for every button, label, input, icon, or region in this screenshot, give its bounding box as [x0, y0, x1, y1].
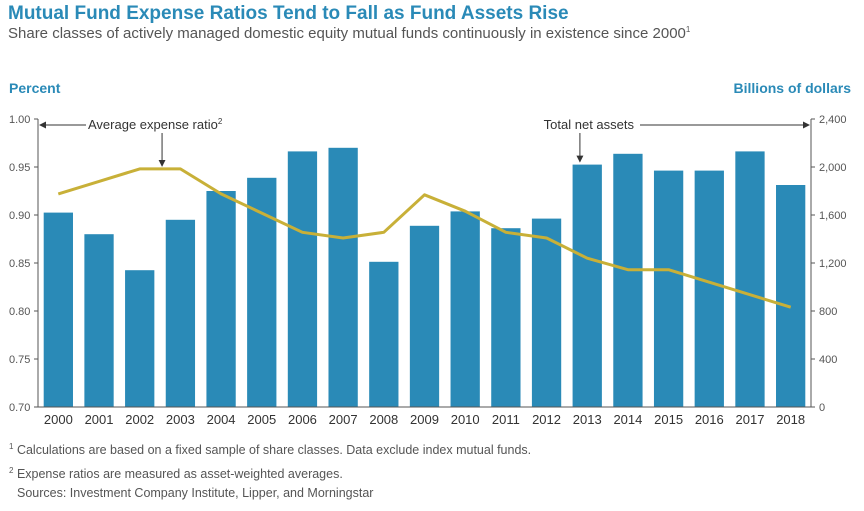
left-tick-label: 0.85	[9, 258, 30, 270]
x-tick-label-2005: 2005	[247, 412, 276, 427]
left-tick-label: 0.80	[9, 306, 30, 318]
left-tick-label: 0.75	[9, 354, 30, 366]
right-tick-label: 1,200	[819, 258, 847, 270]
x-tick-label-2015: 2015	[654, 412, 683, 427]
bar-2009	[409, 225, 440, 407]
right-tick-label: 0	[819, 402, 825, 414]
footnote-1-text: Calculations are based on a fixed sample…	[16, 443, 532, 458]
bar-2011	[491, 228, 521, 407]
footnote-2: 2 Expense ratios are measured as asset-w…	[9, 466, 343, 481]
bar-2008	[369, 261, 399, 407]
x-tick-label-2007: 2007	[329, 412, 358, 427]
bars-layer	[43, 147, 806, 408]
x-tick-label-2009: 2009	[410, 412, 439, 427]
bar-2004	[206, 191, 236, 407]
bar-2006	[287, 151, 318, 407]
bar-2007	[328, 147, 358, 408]
bar-2018	[776, 185, 806, 407]
bar-2010	[450, 211, 480, 407]
expense-ratio-annotation-sup: 2	[218, 117, 223, 126]
subtitle-footnote-marker: 1	[685, 25, 691, 34]
x-tick-label-2006: 2006	[288, 412, 317, 427]
footnote-1: 1 Calculations are based on a fixed samp…	[9, 442, 531, 457]
chart-title: Mutual Fund Expense Ratios Tend to Fall …	[8, 3, 569, 24]
combo-chart: 0.70 0.75 0.80 0.85 0.90 0.95 1.00 0 400 800 1,200…	[9, 114, 847, 427]
right-tick-label: 2,400	[819, 114, 847, 126]
x-tick-label-2008: 2008	[369, 412, 398, 427]
bar-2013	[572, 164, 602, 407]
sources-note: Sources: Investment Company Institute, L…	[17, 486, 374, 500]
annotations-layer: Average expense ratio2 Total net assets	[39, 117, 810, 167]
chart-subtitle: Share classes of actively managed domest…	[8, 25, 690, 42]
right-tick-label: 2,000	[819, 162, 847, 174]
bar-2000	[43, 212, 73, 407]
left-tick-label: 0.95	[9, 162, 30, 174]
right-tick-label: 400	[819, 354, 837, 366]
footnote-1-marker: 1	[9, 442, 14, 451]
bar-2016	[694, 170, 724, 407]
bar-2002	[125, 270, 155, 407]
expense-ratio-annotation: Average expense ratio2	[88, 117, 223, 132]
x-tick-label-2012: 2012	[532, 412, 561, 427]
bar-2001	[84, 234, 114, 407]
bar-2012	[531, 218, 562, 407]
x-tick-label-2003: 2003	[166, 412, 195, 427]
bar-2017	[735, 151, 765, 407]
x-tick-label-2001: 2001	[85, 412, 114, 427]
x-tick-label-2004: 2004	[207, 412, 236, 427]
right-tick-label: 800	[819, 306, 837, 318]
right-axis-title: Billions of dollars	[733, 80, 851, 96]
x-tick-label-2000: 2000	[44, 412, 73, 427]
right-tick-label: 1,600	[819, 210, 847, 222]
x-tick-label-2002: 2002	[125, 412, 154, 427]
x-tick-label-2018: 2018	[776, 412, 805, 427]
line-layer	[57, 167, 792, 309]
footnote-2-marker: 2	[9, 466, 14, 475]
bar-2015	[653, 170, 684, 407]
x-tick-label-2010: 2010	[451, 412, 480, 427]
x-tick-label-2013: 2013	[573, 412, 602, 427]
left-tick-label: 1.00	[9, 114, 30, 126]
bar-2014	[613, 153, 643, 407]
x-tick-label-2011: 2011	[492, 412, 520, 427]
left-tick-label: 0.70	[9, 402, 30, 414]
footnote-2-text: Expense ratios are measured as asset-wei…	[16, 467, 343, 482]
x-tick-label-2016: 2016	[695, 412, 724, 427]
chart-subtitle-text: Share classes of actively managed domest…	[8, 25, 686, 42]
bar-2003	[165, 219, 196, 407]
left-tick-label: 0.90	[9, 210, 30, 222]
left-axis-title: Percent	[9, 80, 61, 96]
x-tick-label-2017: 2017	[736, 412, 765, 427]
x-tick-label-2014: 2014	[613, 412, 642, 427]
bar-2005	[247, 177, 277, 407]
total-assets-annotation: Total net assets	[544, 117, 635, 132]
axes-layer: 0.70 0.75 0.80 0.85 0.90 0.95 1.00 0 400 800 1,200…	[9, 114, 847, 427]
